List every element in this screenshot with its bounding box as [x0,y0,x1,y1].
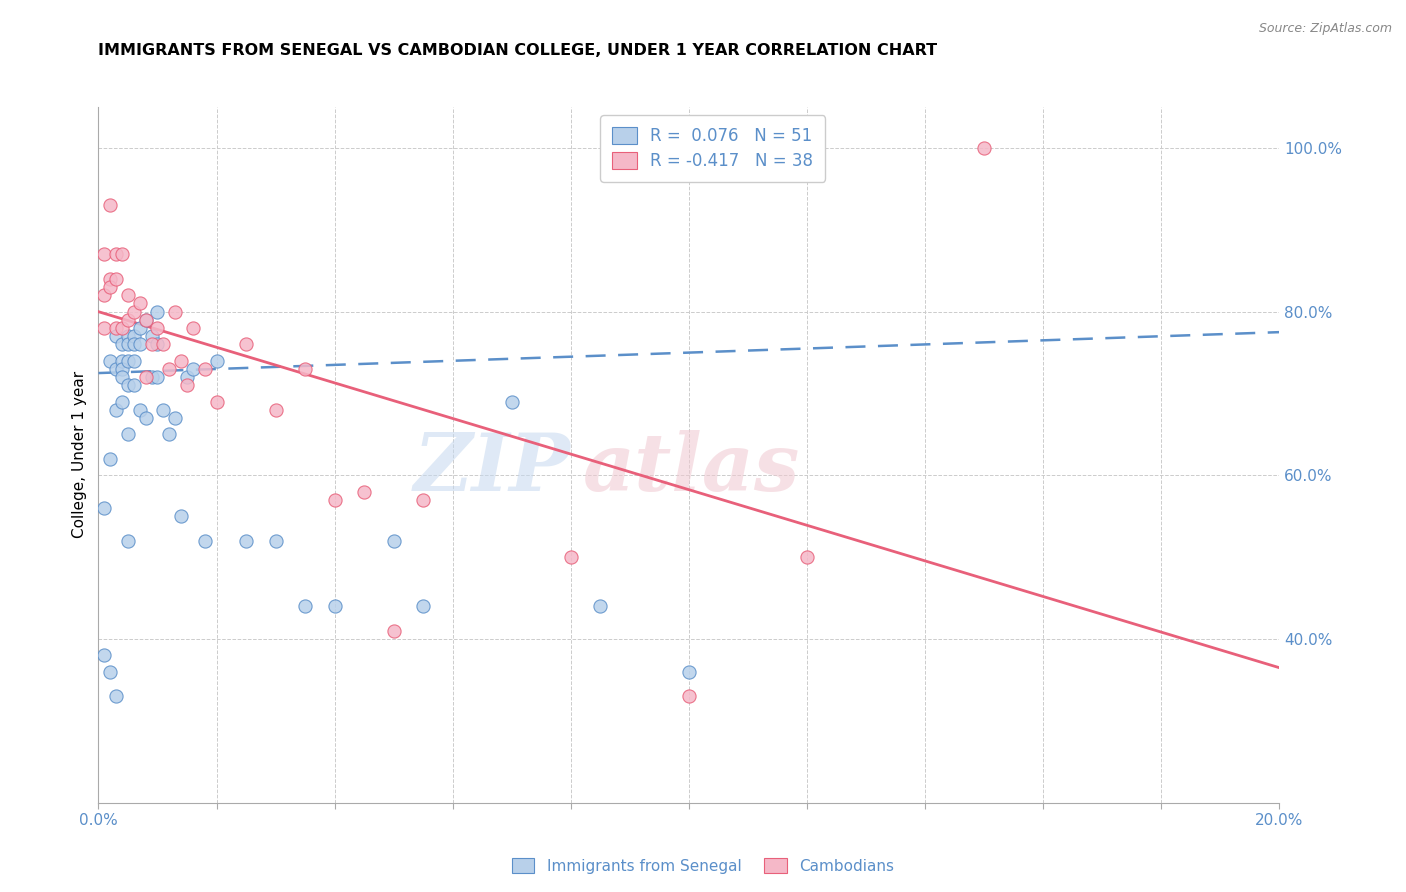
Point [105,272,128,286]
Point [157,427,180,442]
Point [973,141,995,155]
Point [501,394,523,409]
Point [157,362,180,376]
Point [122,353,145,368]
Point [146,370,169,384]
Point [141,329,163,343]
Point [146,321,169,335]
Point [141,337,163,351]
Point [93,288,115,302]
Point [105,247,128,261]
Point [205,353,228,368]
Point [117,378,139,392]
Point [128,296,150,310]
Point [122,304,145,318]
Text: IMMIGRANTS FROM SENEGAL VS CAMBODIAN COLLEGE, UNDER 1 YEAR CORRELATION CHART: IMMIGRANTS FROM SENEGAL VS CAMBODIAN COL… [98,43,938,58]
Point [128,337,150,351]
Point [111,370,134,384]
Point [382,533,405,548]
Point [117,313,139,327]
Point [98,665,121,679]
Point [294,599,316,614]
Point [117,353,139,368]
Point [122,329,145,343]
Text: atlas: atlas [582,430,800,508]
Point [117,329,139,343]
Point [412,492,434,507]
Point [235,533,257,548]
Point [323,492,346,507]
Y-axis label: College, Under 1 year: College, Under 1 year [72,371,87,539]
Point [170,353,193,368]
Point [194,533,217,548]
Point [111,247,134,261]
Point [98,272,121,286]
Point [135,313,157,327]
Point [105,321,128,335]
Point [105,690,128,704]
Point [194,362,217,376]
Point [105,403,128,417]
Point [117,288,139,302]
Point [128,321,150,335]
Text: Source: ZipAtlas.com: Source: ZipAtlas.com [1258,22,1392,36]
Point [111,337,134,351]
Point [135,411,157,425]
Point [128,403,150,417]
Point [105,329,128,343]
Point [152,337,174,351]
Point [98,452,121,467]
Point [323,599,346,614]
Point [678,665,700,679]
Point [181,321,204,335]
Point [235,337,257,351]
Point [111,362,134,376]
Point [382,624,405,638]
Point [181,362,204,376]
Point [264,533,287,548]
Point [122,337,145,351]
Point [678,690,700,704]
Point [117,533,139,548]
Point [560,550,582,565]
Point [98,353,121,368]
Point [412,599,434,614]
Point [170,509,193,524]
Point [117,427,139,442]
Point [264,403,287,417]
Point [176,378,198,392]
Point [152,403,174,417]
Point [165,304,187,318]
Point [122,378,145,392]
Point [135,313,157,327]
Point [294,362,316,376]
Point [98,198,121,212]
Point [111,321,134,335]
Point [146,337,169,351]
Point [105,362,128,376]
Point [353,484,375,499]
Point [165,411,187,425]
Point [111,394,134,409]
Point [141,370,163,384]
Point [93,321,115,335]
Point [796,550,818,565]
Text: ZIP: ZIP [413,430,571,508]
Point [93,648,115,663]
Point [205,394,228,409]
Point [135,370,157,384]
Point [589,599,612,614]
Point [93,247,115,261]
Point [93,501,115,516]
Point [176,370,198,384]
Point [117,337,139,351]
Legend: R =  0.076   N = 51, R = -0.417   N = 38: R = 0.076 N = 51, R = -0.417 N = 38 [600,115,825,182]
Point [146,304,169,318]
Legend: Immigrants from Senegal, Cambodians: Immigrants from Senegal, Cambodians [505,852,901,880]
Point [98,280,121,294]
Point [111,353,134,368]
